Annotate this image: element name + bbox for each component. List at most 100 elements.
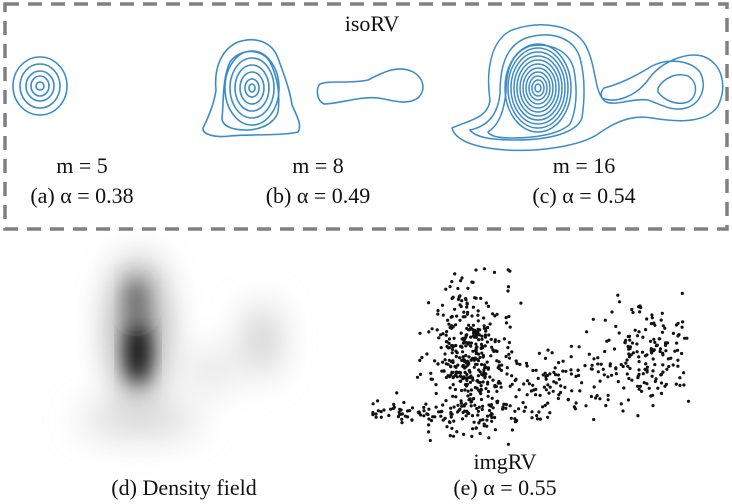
scatter-point [376,399,380,403]
scatter-point [471,349,475,353]
scatter-point [515,361,519,366]
scatter-point [606,393,610,397]
scatter-point [556,373,561,377]
scatter-point [497,339,501,343]
scatter-point [450,280,454,284]
scatter-point [630,341,635,345]
scatter-point [504,402,508,407]
scatter-point [504,316,508,320]
scatter-point [657,337,661,341]
scatter-point [625,358,629,362]
scatter-point [476,374,480,378]
scatter-point [463,388,467,392]
panel-e-caption: (e) α = 0.55 [453,475,557,500]
scatter-point [501,405,505,409]
scatter-point [471,305,475,309]
scatter-point [543,356,548,360]
scatter-point [603,349,607,354]
scatter-point [483,344,487,348]
scatter-point [470,280,474,284]
scatter-point [445,425,449,429]
scatter-point [463,315,467,319]
scatter-point [439,410,443,414]
scatter-point [469,388,473,392]
scatter-point [439,346,443,350]
scatter-point [628,366,632,371]
scatter-point [459,344,463,348]
scatter-point [475,330,479,334]
scatter-point [456,286,460,291]
scatter-point [484,327,488,331]
scatter-point [525,364,529,368]
scatter-point [469,376,473,380]
scatter-point [477,333,481,337]
scatter-point [585,330,589,334]
scatter-point [637,355,641,359]
scatter-point [479,296,483,300]
scatter-point [542,385,547,389]
scatter-point [653,363,657,367]
scatter-point [505,372,509,376]
scatter-point [464,333,468,337]
scatter-point [439,333,443,337]
scatter-point [643,367,647,371]
scatter-point [652,321,656,325]
scatter-point [637,368,641,372]
scatter-point [476,413,480,417]
isorv-dashed-frame [3,2,729,231]
scatter-point [676,348,680,352]
scatter-point [651,369,655,373]
scatter-point [472,420,476,424]
scatter-point [619,402,623,406]
scatter-point [651,404,655,408]
scatter-point [424,402,428,406]
scatter-point [548,385,552,389]
scatter-point [595,394,599,398]
scatter-point [482,316,486,320]
scatter-point [666,357,671,361]
scatter-point [495,312,499,316]
scatter-point [422,405,426,409]
scatter-point [637,330,641,334]
scatter-point [490,396,494,400]
scatter-point [410,418,414,422]
scatter-point [642,381,646,385]
scatter-point [458,303,462,307]
scatter-point [448,420,452,425]
scatter-point [676,364,680,368]
scatter-point [473,403,477,407]
panel-b-caption: (b) α = 0.49 [265,183,371,208]
scatter-point [465,305,469,309]
scatter-point [497,360,501,364]
scatter-point [476,319,480,323]
scatter-point [392,402,396,406]
scatter-point [651,357,655,361]
scatter-point [531,383,535,387]
scatter-point [578,389,582,393]
scatter-point [628,338,632,342]
scatter-point [605,339,609,343]
scatter-point [437,336,441,340]
scatter-point [429,377,433,381]
scatter-point [650,351,654,355]
scatter-point [459,401,463,405]
scatter-point [645,317,649,321]
scatter-point [484,301,488,305]
scatter-point [645,370,649,374]
scatter-point [551,389,555,393]
scatter-point [653,379,658,383]
scatter-point [665,341,670,345]
scatter-point [683,336,687,340]
scatter-point [603,318,607,322]
scatter-point [499,385,503,389]
scatter-point [444,287,448,291]
scatter-point [451,434,456,438]
scatter-point [418,372,423,376]
scatter-point [592,417,596,422]
scatter-point [510,350,514,354]
scatter-point [584,404,588,408]
scatter-point [467,323,471,327]
scatter-point [561,359,565,363]
scatter-point [667,364,671,369]
